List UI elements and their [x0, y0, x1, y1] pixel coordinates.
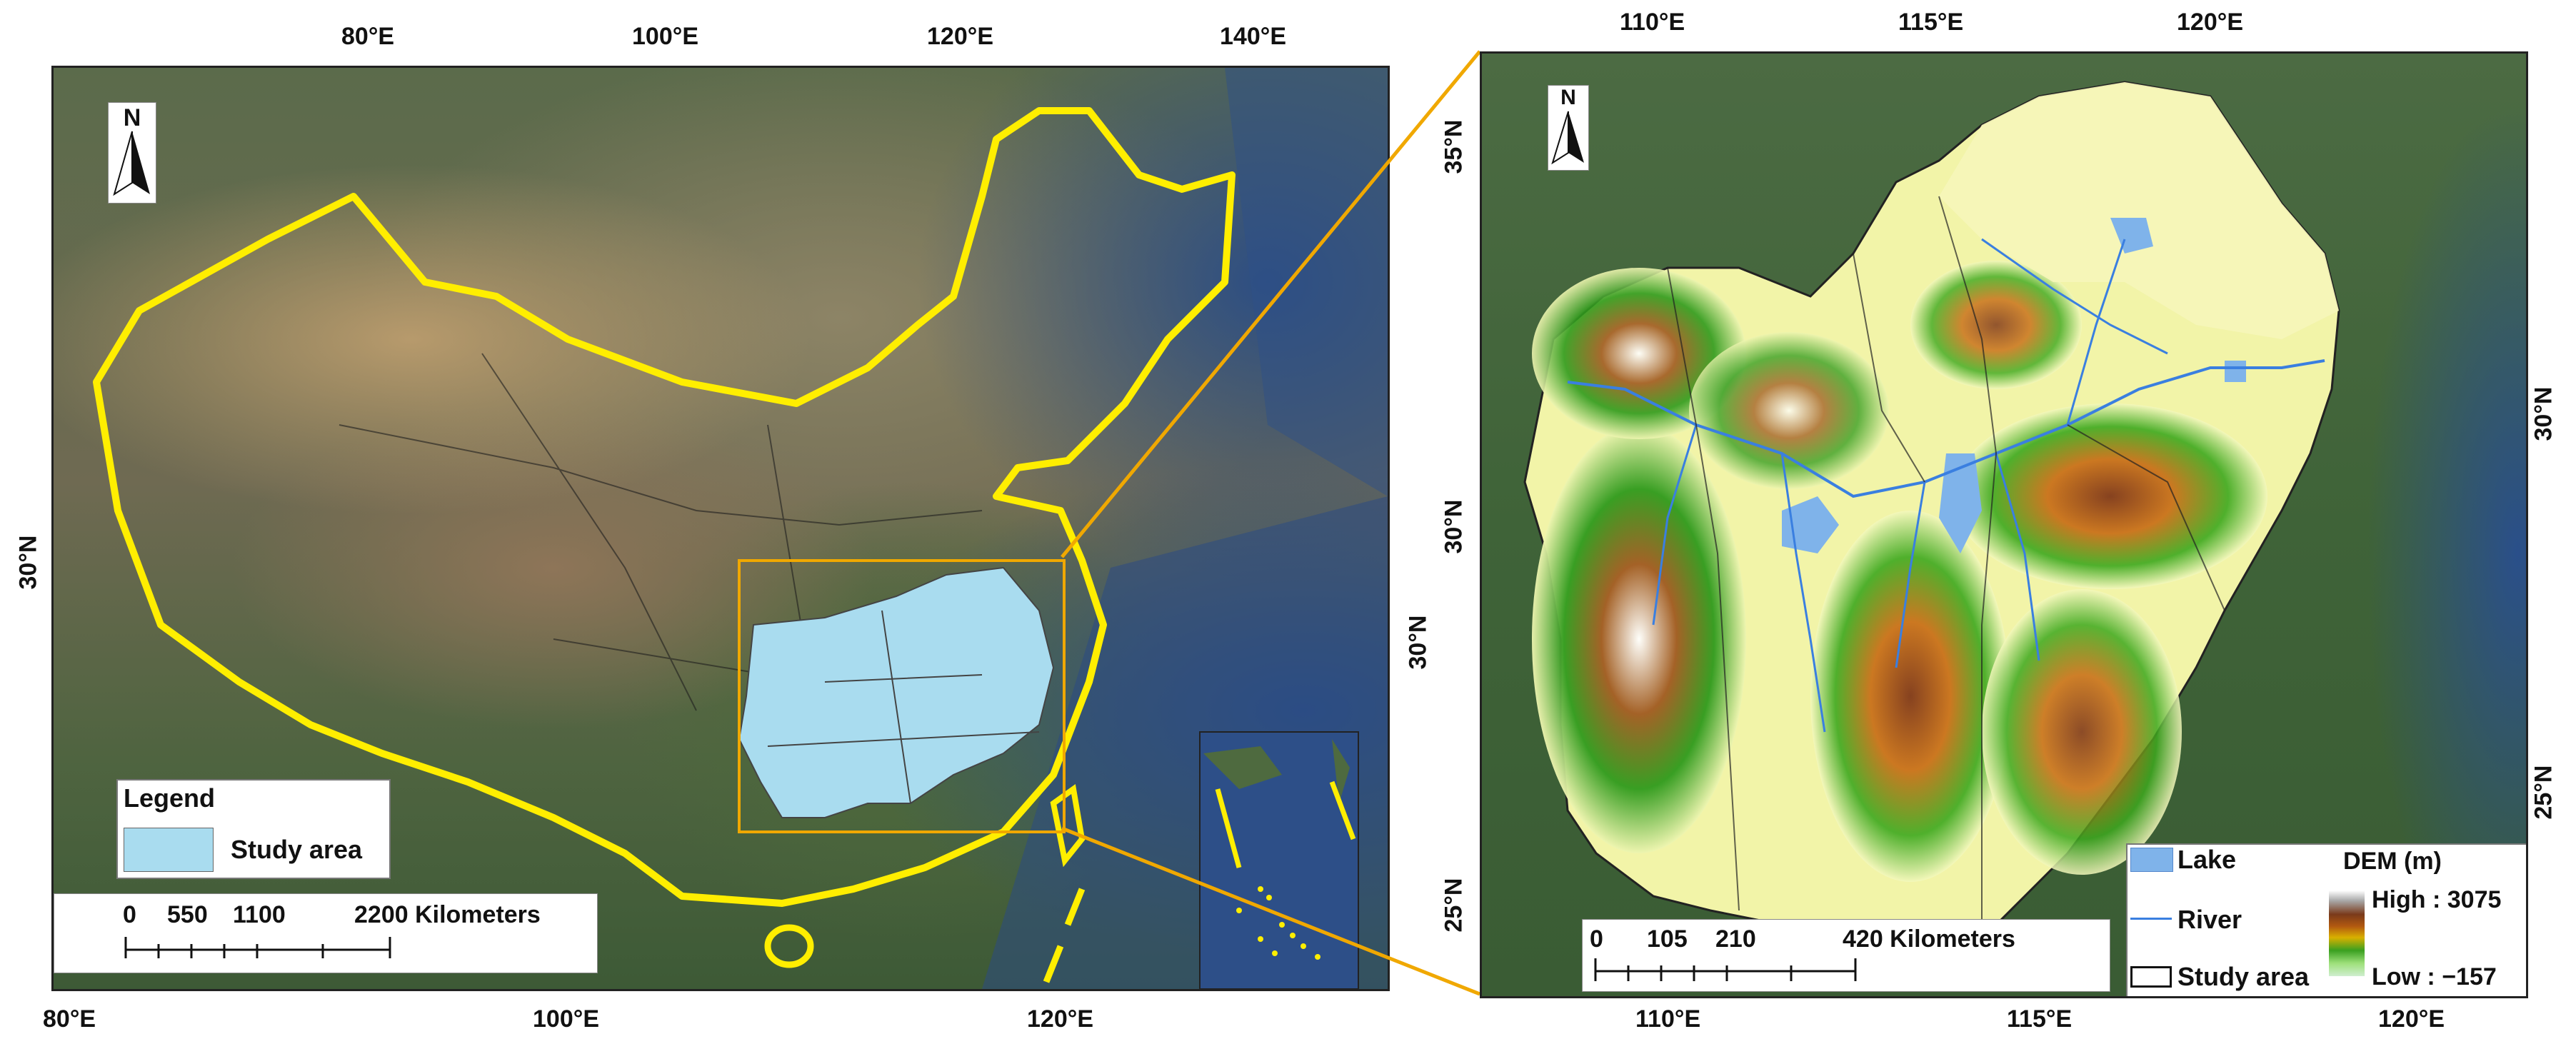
right-scale-ticks — [1594, 958, 1857, 981]
right-top-tick-115: 115°E — [1898, 9, 1964, 36]
north-letter-right: N — [1560, 86, 1576, 109]
dem-high-label: High : 3075 — [2372, 886, 2502, 913]
right-west-tick-30n: 30°N — [1440, 499, 1468, 554]
right-scale-label-105: 105 — [1647, 925, 1688, 953]
study-area-dem-map: N 0 105 210 420 Kilometers Lake River St… — [1480, 51, 2528, 998]
scale-label-550: 550 — [167, 901, 208, 928]
left-bottom-tick-120: 120°E — [1027, 1005, 1094, 1033]
right-scale-bar: 0 105 210 420 Kilometers — [1582, 919, 2110, 992]
north-arrow-icon — [113, 131, 150, 196]
lake-dongting — [1782, 496, 1839, 553]
right-bottom-tick-115: 115°E — [2007, 1005, 2073, 1033]
left-bottom-tick-80: 80°E — [43, 1005, 96, 1033]
legend-lake-label: Lake — [2177, 845, 2237, 874]
north-arrow-right: N — [1548, 85, 1589, 171]
scale-label-1100: 1100 — [233, 901, 286, 928]
legend-title: Legend — [124, 783, 216, 813]
dem-graphics — [1523, 81, 2340, 948]
scale-label-0: 0 — [123, 901, 136, 928]
lake-tai — [2225, 361, 2246, 382]
left-top-tick-120: 120°E — [927, 23, 994, 50]
river-swatch — [2130, 918, 2172, 920]
legend-study-area-label: Study area — [231, 835, 363, 864]
legend-study-area-outline-label: Study area — [2177, 962, 2310, 991]
study-area-outline-swatch — [2130, 966, 2172, 988]
right-east-tick-30n: 30°N — [2530, 386, 2557, 441]
left-legend: Legend Study area — [116, 779, 391, 879]
dem-title: DEM (m) — [2343, 848, 2442, 875]
river-yangtze — [1567, 359, 2325, 498]
right-scale-label-210: 210 — [1715, 925, 1756, 953]
china-boundary — [93, 107, 1236, 907]
north-arrow-right-icon — [1551, 111, 1584, 165]
legend-river-label: River — [2177, 905, 2242, 934]
study-area-fill — [738, 566, 1055, 818]
left-east-tick-30n: 30°N — [1404, 615, 1432, 670]
right-top-tick-110: 110°E — [1620, 9, 1685, 36]
right-legend: Lake River Study area DEM (m) High : 307… — [2126, 843, 2526, 996]
right-bottom-tick-110: 110°E — [1635, 1005, 1701, 1033]
north-letter: N — [123, 104, 141, 131]
right-west-tick-25n: 25°N — [1440, 878, 1468, 933]
right-bottom-tick-120: 120°E — [2378, 1005, 2445, 1033]
study-extent-box — [738, 559, 1066, 833]
lake-hongze — [2110, 218, 2153, 254]
study-area-swatch — [124, 828, 214, 872]
north-arrow: N — [108, 102, 156, 204]
lake-swatch — [2130, 848, 2173, 872]
left-west-tick-30n: 30°N — [14, 535, 42, 590]
hainan-island — [764, 924, 814, 968]
right-top-tick-120: 120°E — [2177, 9, 2244, 36]
scale-label-2200: 2200 Kilometers — [354, 901, 541, 928]
dem-color-ramp — [2329, 890, 2365, 976]
left-bottom-tick-100: 100°E — [533, 1005, 600, 1033]
left-top-tick-140: 140°E — [1220, 23, 1287, 50]
dem-low-label: Low : −157 — [2372, 963, 2497, 990]
china-overview-map: N Legend Study area 0 550 1100 2200 Kilo… — [51, 66, 1390, 991]
lake-poyang — [1939, 453, 1982, 553]
left-top-tick-100: 100°E — [632, 23, 699, 50]
right-east-tick-25n: 25°N — [2530, 765, 2557, 820]
left-scale-ticks — [124, 937, 391, 958]
right-scale-label-420: 420 Kilometers — [1843, 925, 2015, 953]
right-west-tick-35n: 35°N — [1440, 119, 1468, 174]
left-scale-bar: 0 550 1100 2200 Kilometers — [54, 893, 598, 973]
left-top-tick-80: 80°E — [341, 23, 395, 50]
right-scale-label-0: 0 — [1590, 925, 1603, 953]
